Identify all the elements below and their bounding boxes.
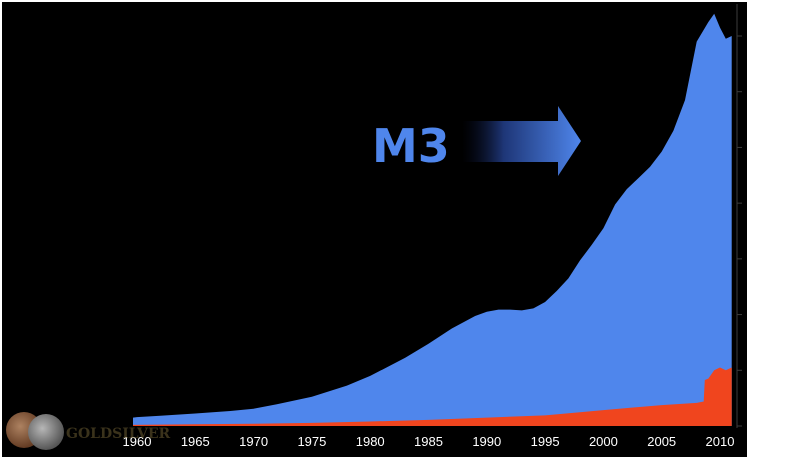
x-tick-group: 1960 1965 1970 1975 1980 1985 1990 1995 2000 2005…	[123, 434, 735, 449]
y-tick-label: 4	[752, 308, 759, 323]
silver-coin-icon	[28, 414, 64, 450]
y-tick-label: 2	[752, 363, 759, 378]
x-tick-label: 1985	[414, 434, 443, 449]
y-tick-label: 10	[752, 140, 766, 155]
y-tick-label: 8	[752, 196, 759, 211]
m3-annotation: M3	[372, 106, 581, 176]
y-tick-label: 14	[752, 29, 766, 44]
x-tick-label: 1990	[472, 434, 501, 449]
x-tick-label: 2005	[647, 434, 676, 449]
area-series-2	[133, 367, 732, 426]
x-tick-label: 2010	[706, 434, 735, 449]
x-tick-label: 2000	[589, 434, 618, 449]
x-tick-label: 1995	[531, 434, 560, 449]
y-tick-label: 6	[752, 252, 759, 267]
x-tick-label: 1965	[181, 434, 210, 449]
m3-annotation-label: M3	[372, 119, 450, 173]
x-tick-label: 1960	[123, 434, 152, 449]
coins-logo: GOLDSILVER	[6, 412, 171, 450]
area-series-1	[133, 13, 732, 426]
x-tick-label: 1980	[356, 434, 385, 449]
y-tick-label: 12	[752, 85, 766, 100]
right-arrow-icon	[462, 106, 581, 176]
x-tick-label: 1975	[297, 434, 326, 449]
logo-wordmark: GOLDSILVER	[66, 426, 171, 442]
x-tick-label: 1970	[239, 434, 268, 449]
y-tick-label: 0	[752, 419, 759, 434]
y-tick-group: 0 2 4 6 8 10 12 14	[737, 29, 766, 434]
area-series-group	[133, 13, 732, 426]
